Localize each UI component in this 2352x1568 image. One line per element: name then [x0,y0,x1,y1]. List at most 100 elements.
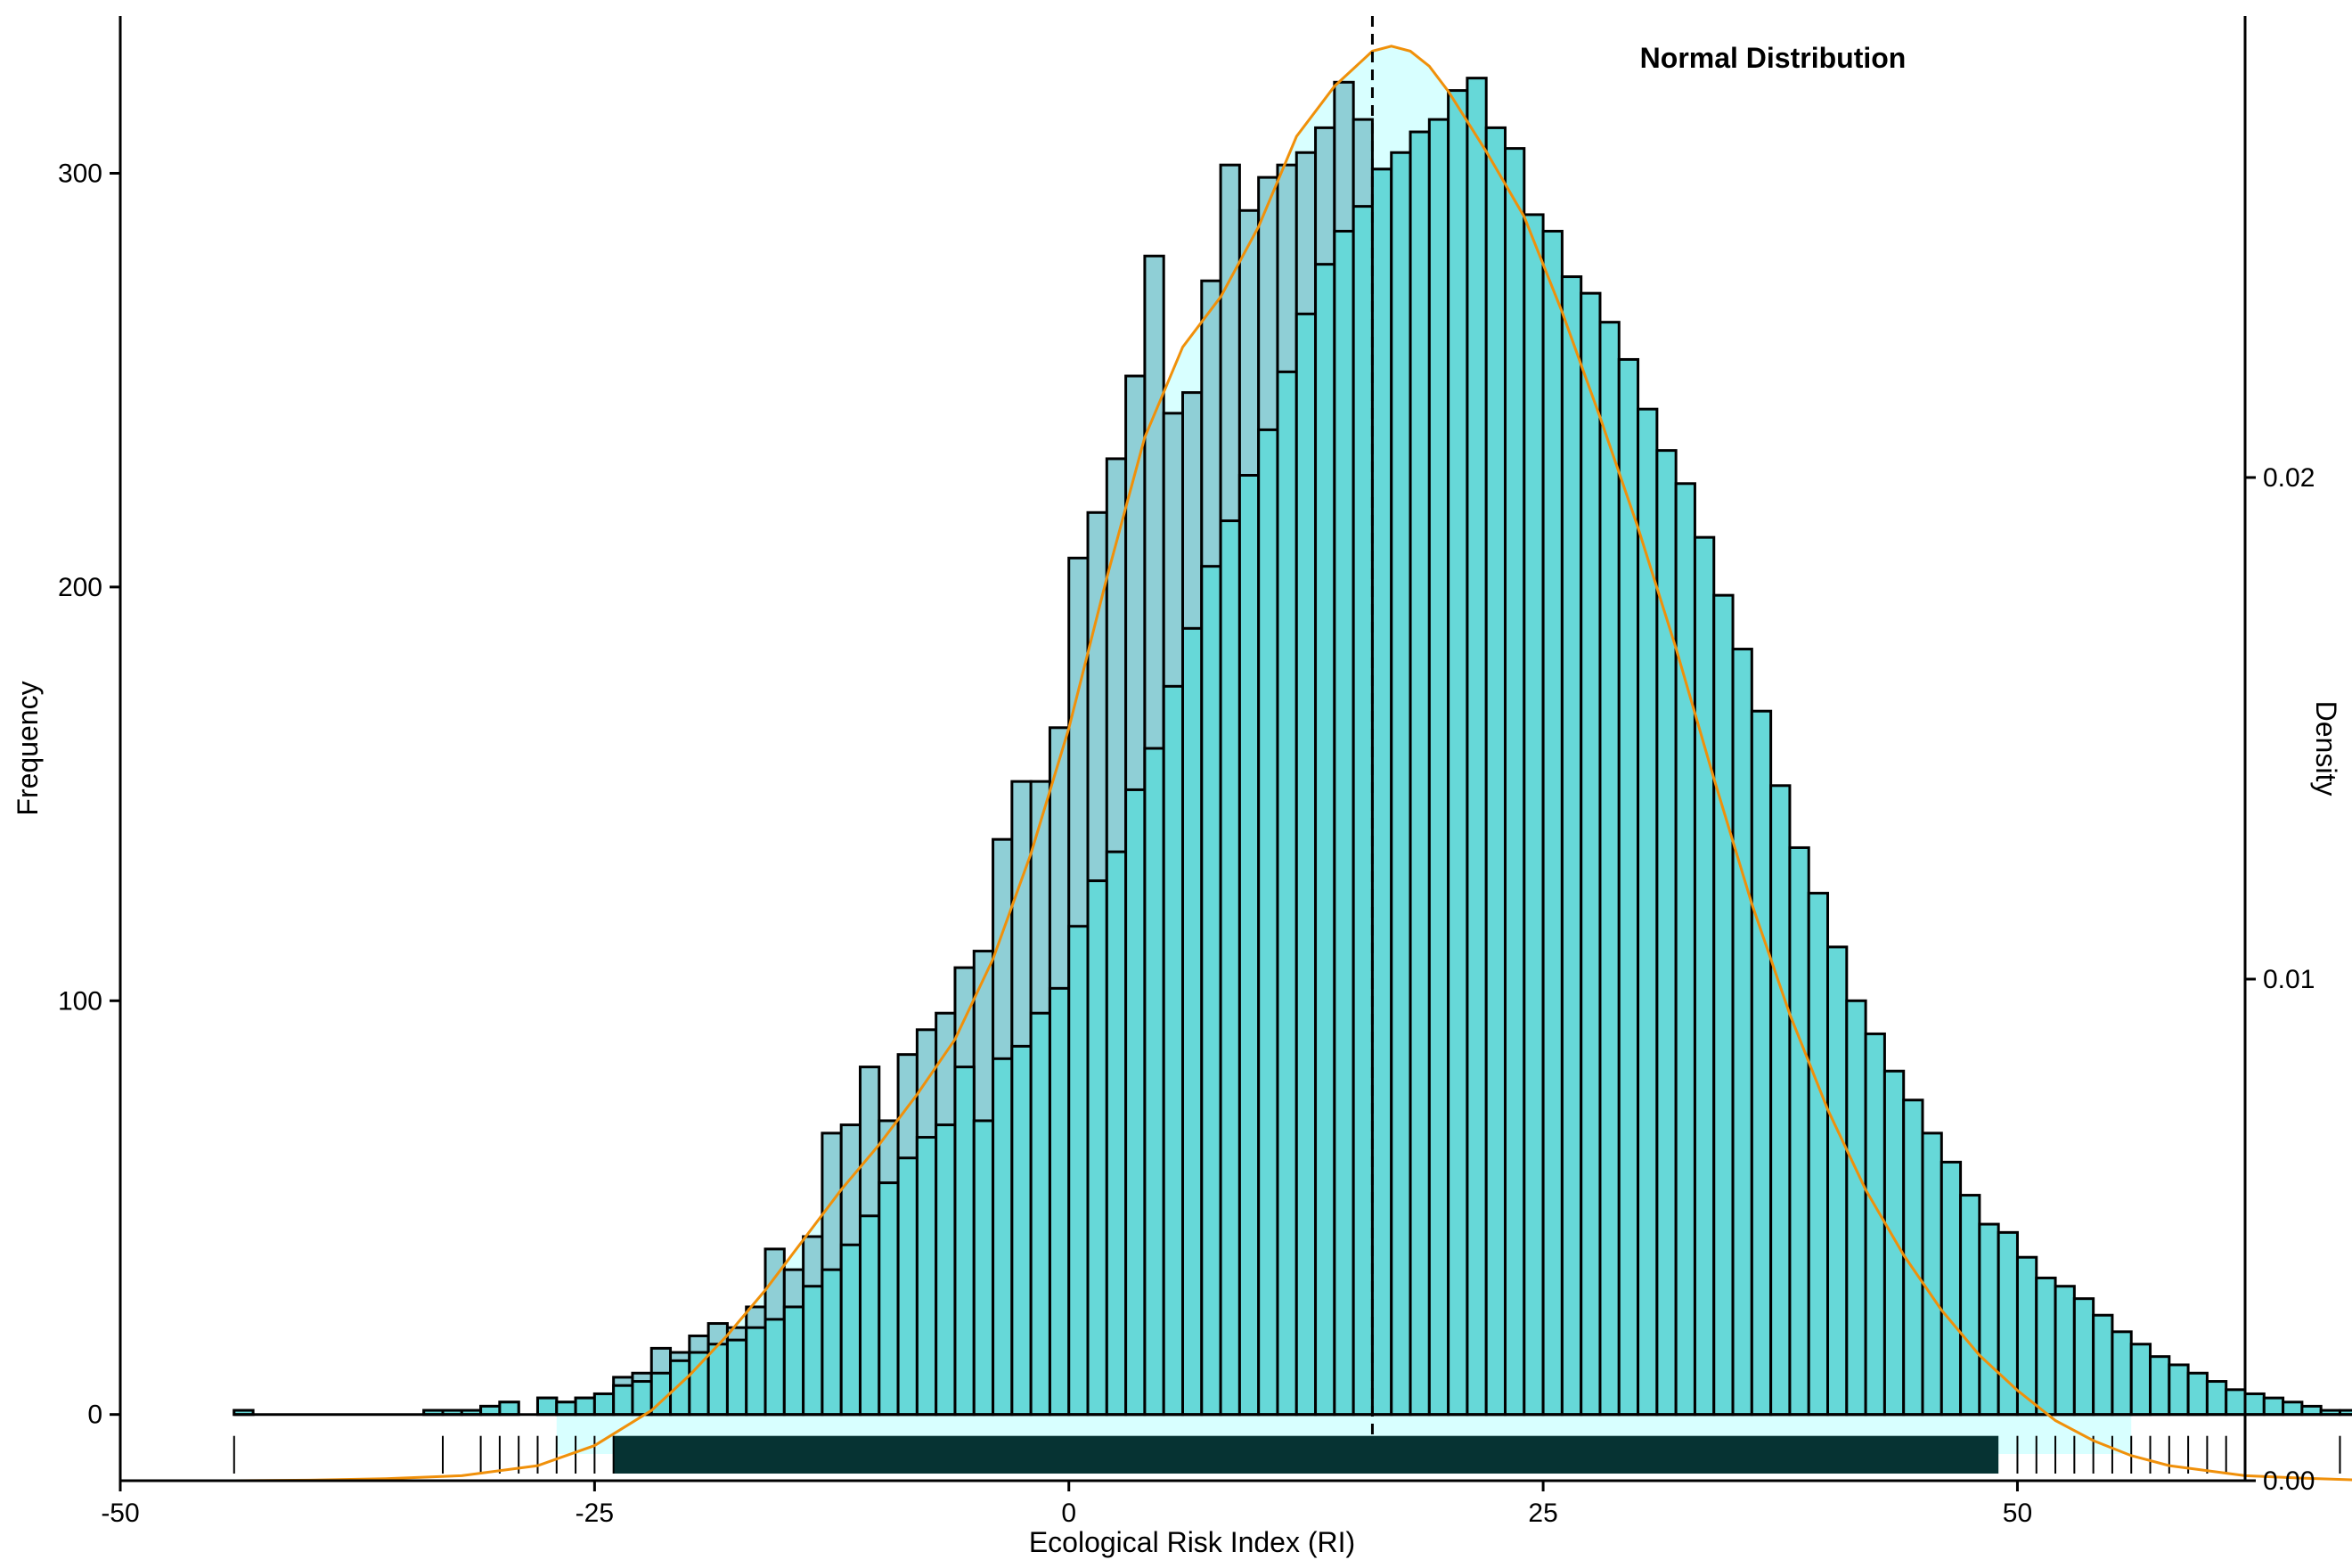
histogram-bar [953,1066,976,1417]
y-axis-ticks: 0 100 200 300 [58,159,120,1430]
histogram-bar [1124,788,1147,1417]
x-tick-label: 25 [1528,1499,1557,1528]
histogram-bar [2186,1371,2209,1417]
histogram-bar [2015,1255,2038,1417]
histogram-bar [1769,784,1792,1417]
histogram-bar [2282,1401,2304,1417]
histogram-bar [1294,312,1318,1417]
histogram-bar [2072,1297,2095,1417]
histogram-bar [555,1401,577,1417]
histogram-bar [706,1343,729,1417]
histogram-bar [2205,1380,2228,1417]
histogram-bar [2111,1330,2133,1417]
histogram-bar [821,1268,843,1417]
density-curve [233,45,2352,1482]
histogram-bar [1484,126,1507,1417]
histogram-bar [612,1384,634,1417]
histogram-bar [725,1338,748,1417]
histogram-bar [1333,229,1355,1417]
histogram-bar [1162,684,1184,1417]
histogram-bar [535,1396,559,1417]
histogram-bar [1370,167,1393,1417]
histogram-bar [1959,1194,1981,1417]
histogram-bar [1237,473,1261,1417]
chart-title: Normal Distribution [1640,42,1907,74]
histogram-bar [2092,1313,2114,1417]
y-axis-title: Frequency [12,681,44,815]
x-tick-label: -25 [576,1499,614,1528]
histogram-bar [1674,482,1696,1417]
y2-tick-label: 0.00 [2263,1466,2315,1496]
histogram-bar [878,1181,900,1417]
histogram-bar [1029,1011,1051,1417]
histogram-bar [1978,1222,2000,1417]
histogram-bar [688,1351,710,1417]
histogram-bars [233,77,2352,1417]
histogram-bar [1466,77,1488,1417]
histogram-bar [1067,925,1090,1417]
histogram-bar [592,1392,616,1417]
x-tick-label: 50 [2003,1499,2032,1528]
histogram-bar [1086,879,1108,1417]
histogram-bar [669,1359,691,1417]
rug-marks [233,1435,2341,1474]
histogram-bar [1219,519,1241,1417]
histogram-bar [1826,945,1849,1417]
histogram-bar [574,1396,596,1417]
histogram-bar [1731,648,1753,1417]
histogram-bar [2262,1396,2285,1417]
histogram-bar [1048,986,1071,1417]
rug-dense-band [613,1435,1999,1474]
histogram-bar [1560,275,1583,1417]
histogram-bar [1504,147,1526,1417]
histogram-bar [1788,845,1810,1417]
histogram-bar [972,1119,995,1417]
y-tick-label: 0 [87,1401,102,1430]
histogram-bar [1921,1131,1943,1417]
histogram-bar [1010,1044,1033,1417]
histogram-bar [2149,1355,2171,1417]
histogram-bar [935,1123,957,1417]
histogram-bar [1276,370,1298,1417]
histogram-bar [1864,1032,1886,1417]
histogram-bar [1750,709,1773,1417]
histogram-bar [2035,1276,2057,1417]
histogram-bar [992,1057,1014,1417]
histogram-bar [498,1401,520,1417]
histogram-bar [896,1156,919,1417]
y2-tick-label: 0.02 [2263,463,2315,493]
histogram-bar [1427,118,1450,1417]
histogram-bar [1105,850,1128,1417]
histogram-bar [1181,626,1204,1417]
histogram-bar [1200,565,1222,1417]
histogram-bar [1598,321,1621,1417]
histogram-bar [2168,1363,2190,1417]
histogram-bar [2243,1392,2266,1417]
y2-axis-title: Density [2310,701,2342,796]
histogram-bar [2129,1343,2152,1417]
histogram-bar [1807,892,1830,1417]
y2-tick-label: 0.01 [2263,965,2315,994]
histogram-bar [1143,747,1165,1417]
histogram-bar [1447,89,1469,1417]
histogram-bar [745,1326,767,1417]
histogram-bar [1693,535,1716,1417]
x-tick-label: -50 [101,1499,139,1528]
histogram-bar [1712,593,1735,1417]
histogram-bar [2054,1285,2076,1417]
histogram-bar [1257,428,1279,1417]
y-tick-label: 200 [58,573,102,602]
histogram-bar [1352,205,1374,1417]
histogram-bar [1845,999,1867,1417]
histogram-bar [631,1380,653,1417]
histogram-bar [1940,1160,1963,1417]
histogram-bar [1390,151,1412,1417]
histogram-bar [858,1214,881,1417]
histogram-bar [915,1136,938,1417]
histogram-bar [1882,1069,1906,1417]
histogram-bar [802,1285,824,1417]
histogram-bar [1580,291,1602,1417]
histogram-bar [1314,263,1336,1417]
y2-axis-ticks: 0.00 0.01 0.02 [2245,463,2315,1496]
